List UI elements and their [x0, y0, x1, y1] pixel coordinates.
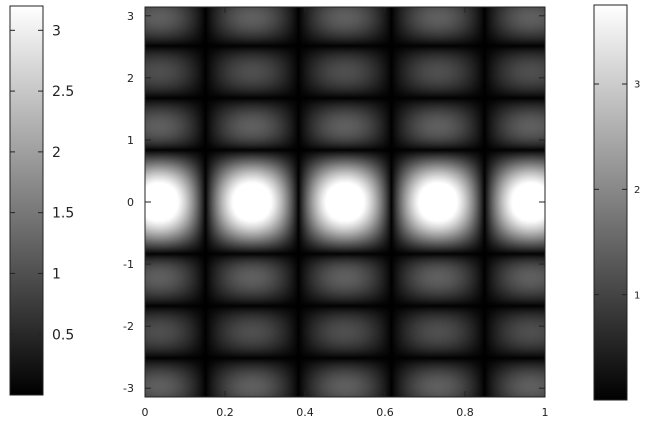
y-axis-ticks: -3 -2 -1 0 1 2 3 — [123, 10, 545, 395]
y-tick-label: -1 — [123, 258, 134, 271]
left-colorbar-label: 1.5 — [52, 206, 74, 222]
y-tick-label: -3 — [123, 382, 134, 395]
y-tick-label: 3 — [127, 10, 134, 23]
x-tick-label: 1 — [542, 406, 549, 419]
right-colorbar-label: 1 — [634, 290, 640, 301]
x-axis-ticks: 0 0.2 0.4 0.6 0.8 1 — [142, 7, 549, 419]
left-colorbar-label: 2.5 — [52, 84, 74, 100]
y-tick-label: 2 — [127, 72, 134, 85]
right-colorbar-label: 2 — [634, 185, 640, 196]
y-tick-label: 1 — [127, 134, 134, 147]
left-colorbar-gradient — [9, 5, 44, 396]
right-colorbar-gradient — [593, 4, 628, 401]
x-tick-label: 0.4 — [296, 406, 314, 419]
left-colorbar-ticks: 0.5 1 1.5 2 2.5 3 — [10, 23, 74, 343]
left-colorbar-label: 2 — [52, 145, 61, 161]
left-colorbar-label: 0.5 — [52, 327, 74, 343]
left-colorbar-label: 3 — [52, 23, 61, 39]
right-colorbar-label: 3 — [634, 80, 640, 91]
x-tick-label: 0 — [142, 406, 149, 419]
x-tick-label: 0.6 — [376, 406, 394, 419]
heatmap-image — [145, 7, 545, 397]
y-tick-label: -2 — [123, 320, 134, 333]
left-colorbar: 0.5 1 1.5 2 2.5 3 — [9, 5, 74, 396]
x-tick-label: 0.2 — [216, 406, 234, 419]
main-plot: 0 0.2 0.4 0.6 0.8 1 -3 -2 -1 0 1 2 3 — [123, 6, 549, 419]
y-tick-label: 0 — [127, 196, 134, 209]
right-colorbar: 1 2 3 — [593, 4, 640, 401]
left-colorbar-label: 1 — [52, 266, 61, 282]
right-colorbar-ticks: 1 2 3 — [594, 80, 640, 301]
x-tick-label: 0.8 — [456, 406, 474, 419]
